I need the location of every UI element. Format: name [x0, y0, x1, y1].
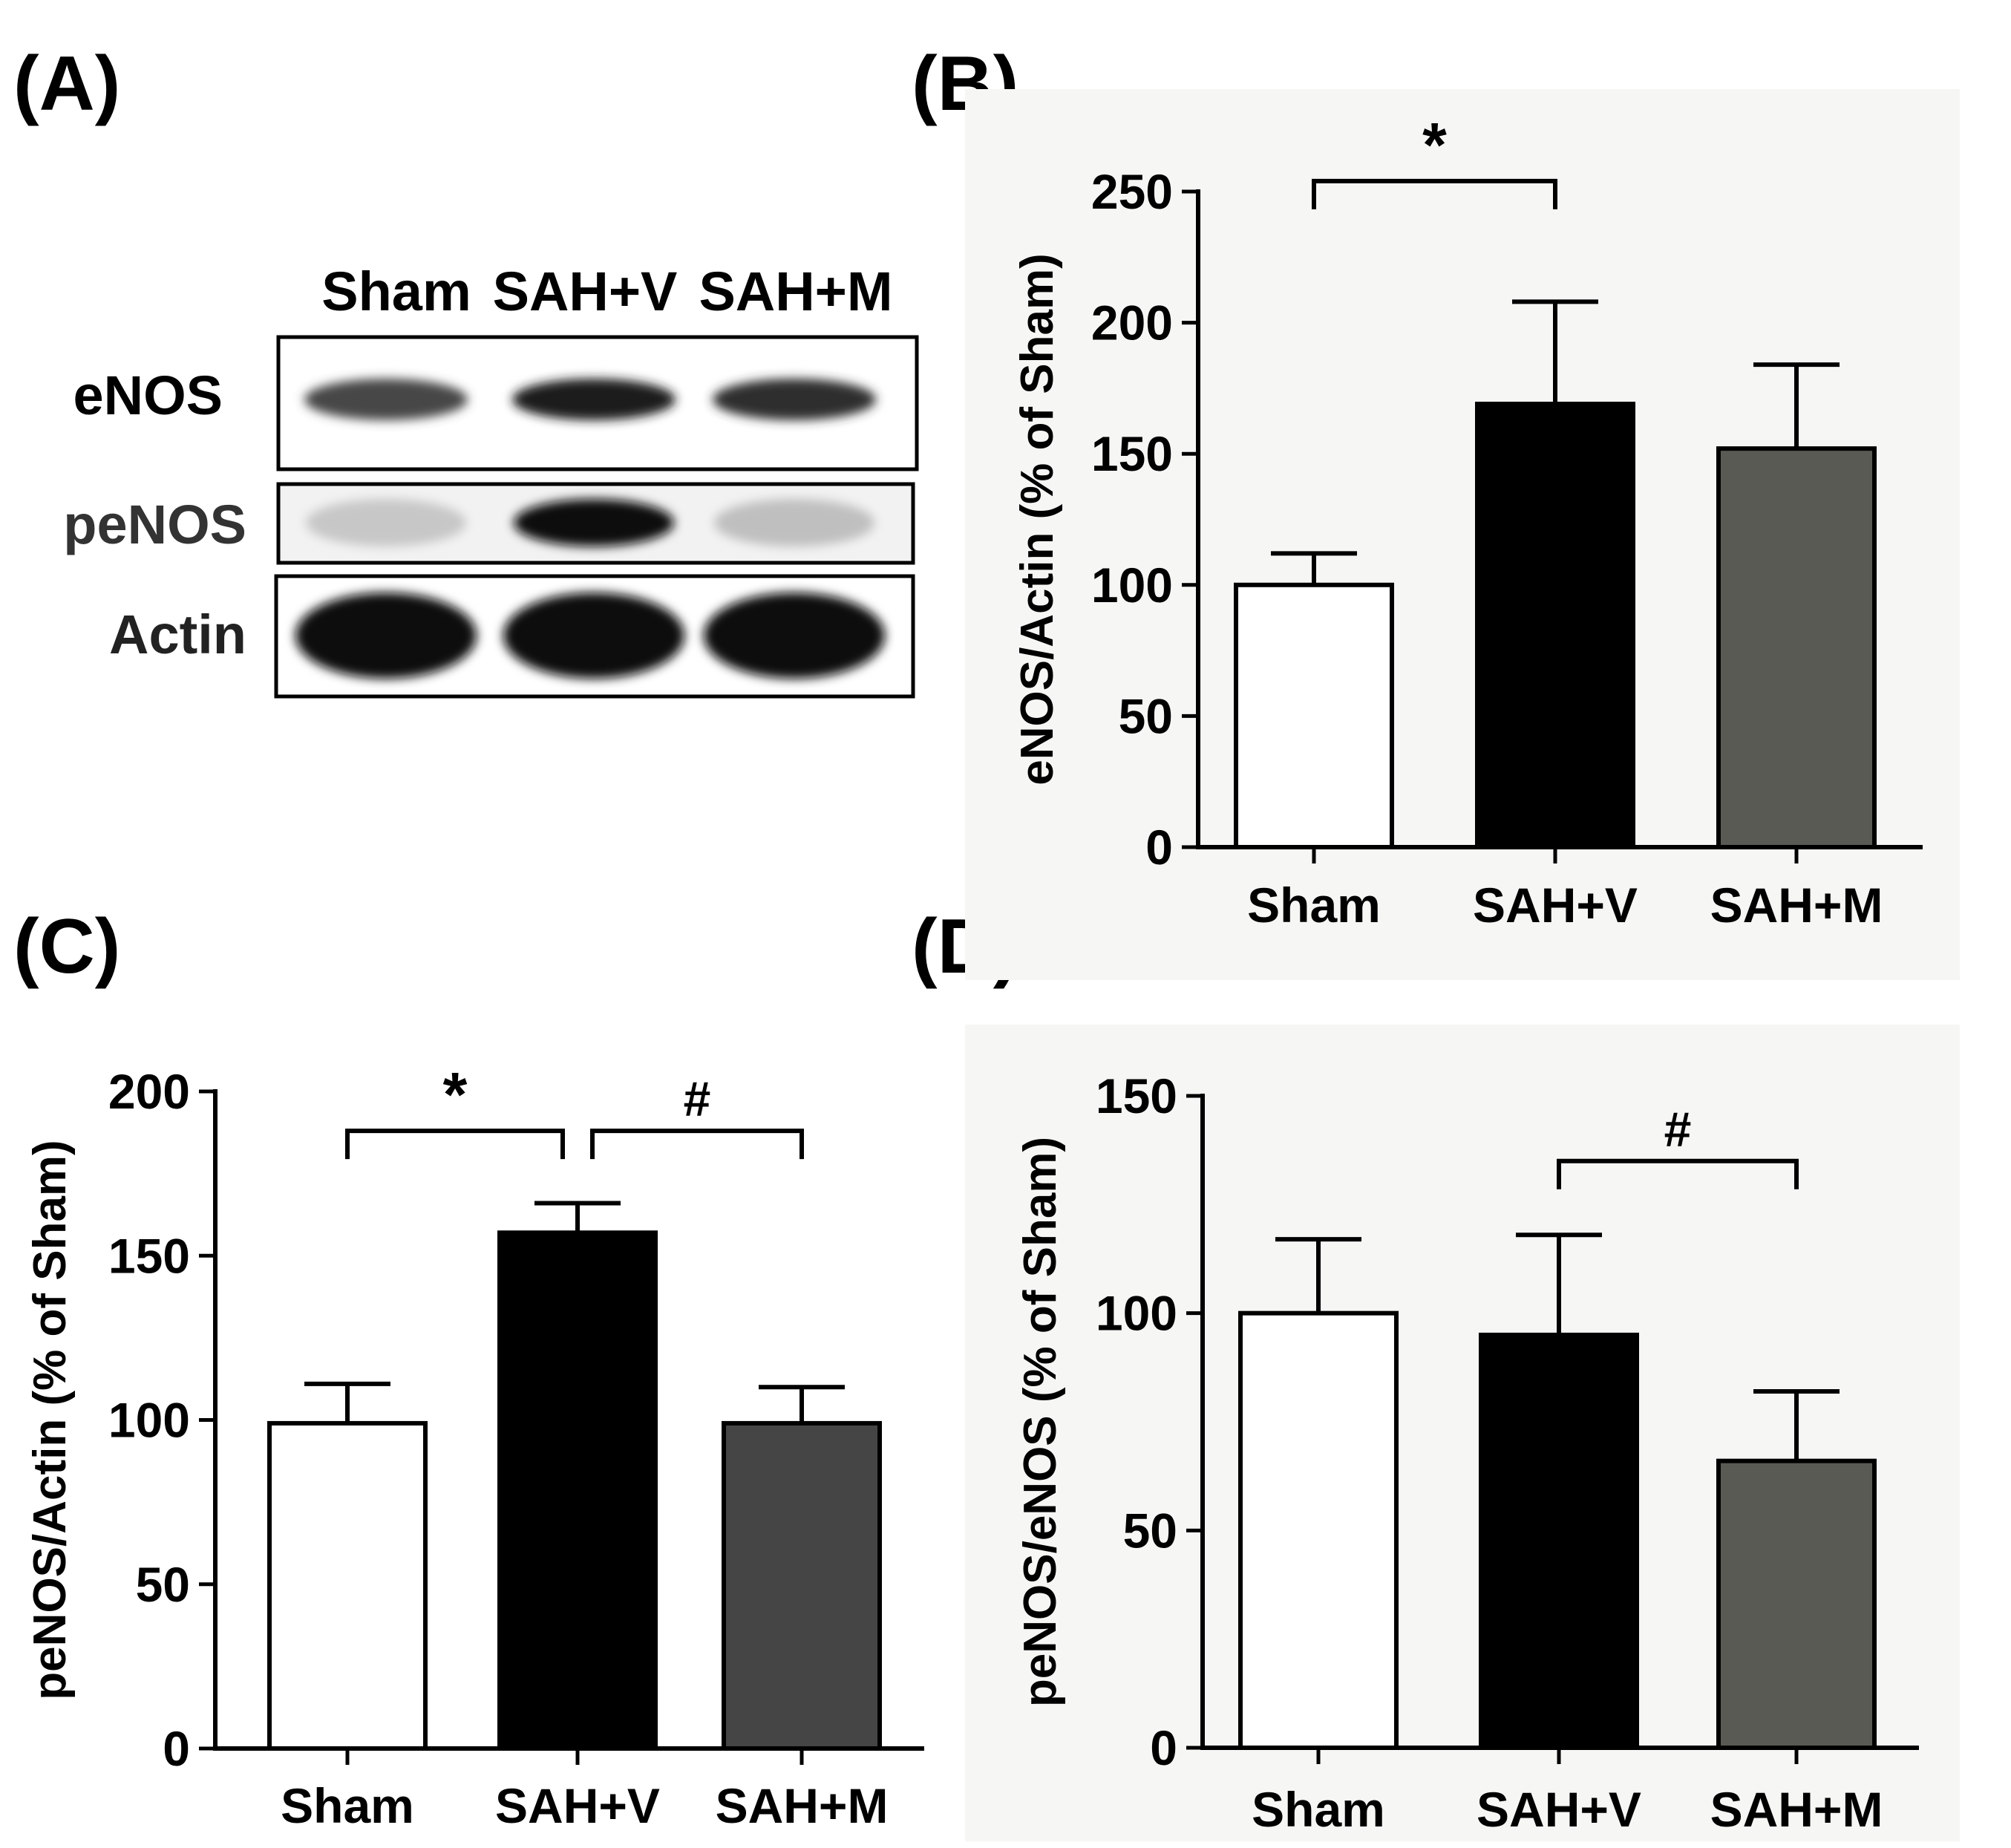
- y-tick-label-100: 100: [108, 1393, 190, 1448]
- bar-sham: [1234, 582, 1394, 849]
- band-enos-sah-m: [713, 379, 876, 420]
- y-tick-label-0: 0: [163, 1721, 190, 1776]
- y-tick-label-50: 50: [136, 1557, 190, 1612]
- band-penos-sah-m: [714, 499, 874, 546]
- bar-sah-v: [1479, 1332, 1639, 1750]
- chart-enos-actin: 0 50 100 150 200 250 eNOS/Actin (% of Sham) Sha…: [965, 89, 1960, 980]
- y-tick-label-50: 50: [1123, 1503, 1177, 1558]
- chart-penos-actin: 0 50 100 150 200 peNOS/Actin (% of Sham) Sham S…: [24, 1060, 924, 1833]
- significance-symbol-1: #: [684, 1071, 711, 1126]
- bar-sah-m: [722, 1420, 882, 1751]
- y-tick-label-50: 50: [1119, 688, 1173, 743]
- blot-row-label-enos: eNOS: [73, 365, 223, 426]
- y-axis-label: peNOS/eNOS (% of Sham): [1015, 1137, 1066, 1707]
- category-label-sah-m: SAH+M: [1710, 1782, 1883, 1837]
- lane-label-sah-m: SAH+M: [699, 261, 892, 322]
- blot-bands: [295, 379, 885, 679]
- y-axis-label: eNOS/Actin (% of Sham): [1012, 253, 1063, 786]
- significance-bracket-1: [590, 1129, 804, 1160]
- y-axis-label: peNOS/Actin (% of Sham): [24, 1140, 76, 1700]
- bar-sah-v: [497, 1230, 658, 1751]
- band-actin-sah-v: [503, 592, 684, 679]
- category-label-sah-v: SAH+V: [1477, 1782, 1641, 1837]
- y-tick-label-150: 150: [1096, 1068, 1177, 1123]
- y-tick-label-200: 200: [108, 1064, 190, 1119]
- band-enos-sham: [304, 379, 468, 420]
- y-tick-label-0: 0: [1145, 820, 1173, 875]
- y-tick-label-200: 200: [1091, 296, 1173, 350]
- significance-bracket-0: [1557, 1158, 1799, 1189]
- significance-bracket-0: [1312, 178, 1557, 209]
- y-tick-label-100: 100: [1091, 558, 1173, 613]
- band-enos-sah-v: [512, 379, 676, 420]
- category-label-sah-m: SAH+M: [1710, 878, 1883, 933]
- blot-row-label-actin: Actin: [109, 604, 246, 665]
- category-label-sham: Sham: [1247, 878, 1381, 933]
- y-tick-label-250: 250: [1091, 164, 1173, 219]
- band-actin-sah-m: [704, 592, 885, 679]
- y-tick-label-150: 150: [108, 1228, 190, 1283]
- significance-symbol-0: *: [1422, 110, 1447, 180]
- lane-label-sah-v: SAH+V: [493, 261, 678, 322]
- bar-sah-m: [1716, 446, 1877, 849]
- band-penos-sham: [306, 499, 466, 546]
- band-actin-sham: [295, 592, 477, 679]
- category-label-sah-v: SAH+V: [1473, 878, 1638, 933]
- western-blot: Sham SAH+V SAH+M eNOS peNOS Actin: [63, 261, 919, 699]
- bar-sham: [267, 1420, 428, 1751]
- panel-label-a: (A): [13, 41, 120, 127]
- y-tick-label-100: 100: [1096, 1286, 1177, 1341]
- category-label-sham: Sham: [1252, 1782, 1385, 1837]
- significance-symbol-0: #: [1664, 1102, 1692, 1157]
- y-tick-label-0: 0: [1150, 1720, 1177, 1775]
- bar-sham: [1238, 1310, 1399, 1750]
- bar-sah-v: [1475, 402, 1635, 849]
- category-label-sah-v: SAH+V: [495, 1778, 660, 1833]
- category-label-sah-m: SAH+M: [716, 1778, 889, 1833]
- bar-sah-m: [1716, 1458, 1877, 1751]
- chart-penos-enos: 0 50 100 150 peNOS/eNOS (% of Sham) Sham SAH+V…: [965, 1025, 1960, 1841]
- y-tick-label-150: 150: [1091, 426, 1173, 481]
- blot-row-label-penos: peNOS: [63, 494, 246, 555]
- lane-label-sham: Sham: [321, 261, 471, 322]
- significance-bracket-0: [345, 1129, 565, 1160]
- category-label-sham: Sham: [281, 1778, 414, 1833]
- panel-label-c: (C): [13, 904, 120, 990]
- band-penos-sah-v: [514, 499, 674, 546]
- significance-symbol-0: *: [443, 1060, 468, 1129]
